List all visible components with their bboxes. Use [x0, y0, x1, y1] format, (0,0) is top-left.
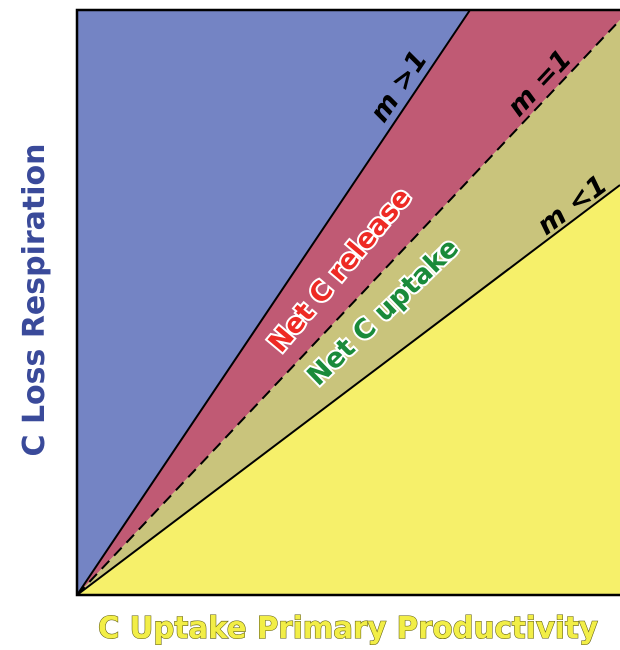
- line-m-less-than-1: [76, 184, 620, 596]
- line-m-greater-than-1: [76, 9, 471, 596]
- region-net-c-release: [77, 10, 620, 595]
- line-m-equal-1: [76, 19, 620, 596]
- x-axis-label: C Uptake Primary Productivity: [98, 611, 598, 646]
- y-axis-label: C Loss Respiration: [17, 143, 52, 456]
- plot-frame: [75, 8, 620, 597]
- region-net-c-uptake: [77, 20, 620, 595]
